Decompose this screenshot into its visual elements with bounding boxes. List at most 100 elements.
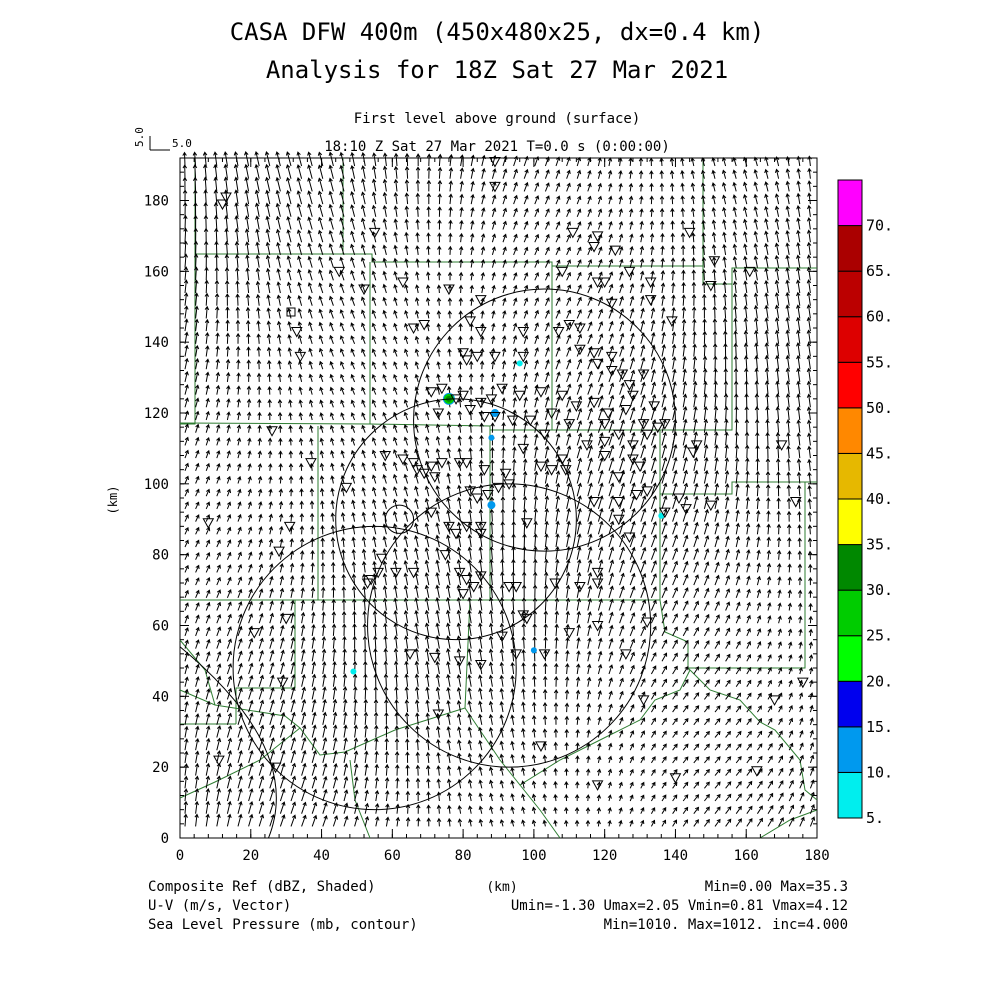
wind-vector-arrow [491, 168, 497, 179]
wind-vector-arrow [447, 360, 452, 370]
wind-vector-arrow [194, 292, 199, 306]
wind-vector-arrow [414, 373, 419, 383]
wind-vector-arrow [744, 393, 749, 408]
wind-vector-arrow [328, 216, 334, 230]
wind-vector-arrow [701, 256, 707, 268]
wind-vector-arrow [425, 310, 431, 319]
wind-vector-arrow [363, 724, 369, 738]
wind-vector-arrow [640, 625, 646, 637]
wind-vector-arrow [587, 382, 593, 395]
wind-vector-arrow [714, 768, 721, 776]
wind-vector-arrow [725, 743, 732, 751]
wind-vector-arrow [435, 497, 440, 510]
x-tick-label: 100 [521, 848, 546, 864]
wind-vector-arrow [436, 271, 442, 281]
wind-vector-arrow [585, 819, 591, 827]
wind-vector-arrow [237, 749, 243, 764]
wind-vector-arrow [237, 488, 242, 497]
wind-vector-arrow [425, 297, 431, 306]
wind-vector-arrow [322, 711, 327, 725]
station-marker [574, 344, 586, 356]
wind-vector-arrow [597, 703, 602, 713]
wind-vector-arrow [329, 295, 334, 306]
wind-vector-arrow [775, 445, 781, 459]
wind-vector-arrow [310, 562, 315, 573]
wind-vector-arrow [774, 304, 780, 319]
wind-vector-arrow [436, 725, 441, 738]
wind-vector-arrow [712, 293, 717, 306]
wind-vector-arrow [693, 781, 700, 789]
wind-vector-arrow [491, 310, 496, 319]
wind-vector-arrow [521, 793, 526, 802]
wind-vector-arrow [277, 399, 283, 408]
wind-vector-arrow [553, 819, 558, 827]
wind-vector-arrow [184, 539, 189, 548]
wind-vector-arrow [404, 348, 409, 357]
wind-vector-arrow [226, 601, 232, 611]
wind-vector-arrow [258, 724, 265, 738]
wind-vector-arrow [371, 449, 377, 459]
wind-vector-arrow [255, 280, 261, 294]
wind-vector-arrow [608, 716, 613, 725]
wind-vector-arrow [361, 348, 366, 357]
wind-vector-arrow [258, 788, 265, 802]
wind-vector-arrow [403, 373, 409, 383]
wind-vector-arrow [796, 279, 801, 294]
wind-vector-arrow [754, 342, 759, 357]
wind-vector-arrow [597, 716, 602, 725]
wind-vector-arrow [796, 180, 801, 192]
wind-vector-arrow [534, 272, 539, 281]
wind-vector-arrow [799, 729, 804, 738]
wind-vector-arrow [523, 409, 528, 421]
wind-vector-arrow [756, 755, 763, 764]
wind-vector-arrow [276, 281, 281, 294]
wind-vector-arrow [597, 157, 602, 167]
wind-vector-arrow [403, 424, 409, 433]
wind-vector-arrow [534, 297, 539, 306]
wind-vector-arrow [204, 279, 209, 294]
wind-vector-arrow [371, 244, 377, 256]
wind-vector-arrow [456, 687, 462, 700]
wind-vector-arrow [754, 355, 759, 370]
wind-vector-arrow [797, 576, 803, 586]
wind-vector-arrow [237, 737, 243, 751]
wind-vector-arrow [320, 512, 325, 522]
wind-vector-arrow [597, 533, 604, 548]
wind-vector-arrow [682, 704, 689, 713]
wind-vector-arrow [661, 368, 667, 383]
wind-vector-arrow [416, 804, 421, 814]
wind-vector-arrow [576, 637, 581, 649]
wind-vector-arrow [521, 688, 526, 700]
wind-vector-arrow [244, 202, 250, 217]
wind-vector-arrow [301, 649, 306, 662]
wind-vector-arrow [479, 360, 485, 370]
wind-vector-arrow [586, 755, 591, 763]
wind-vector-arrow [806, 241, 812, 255]
wind-vector-arrow [661, 639, 668, 649]
station-marker [637, 419, 650, 430]
wind-vector-arrow [745, 509, 751, 522]
wind-vector-arrow [329, 308, 334, 319]
wind-vector-arrow [322, 762, 328, 776]
wind-vector-arrow [746, 549, 751, 560]
wind-vector-arrow [382, 244, 387, 256]
wind-vector-arrow [446, 460, 451, 471]
station-marker [390, 567, 402, 579]
wind-vector-arrow [393, 244, 398, 256]
footer-uv-minmax: Umin=-1.30 Umax=2.05 Vmin=0.81 Vmax=4.12 [511, 898, 848, 914]
x-axis-unit-label: (km) [486, 880, 517, 895]
wind-vector-arrow [456, 521, 462, 535]
wind-vector-arrow [629, 819, 634, 827]
wind-vector-arrow [542, 688, 548, 700]
wind-vector-arrow [415, 777, 421, 789]
wind-vector-arrow [446, 509, 451, 522]
wind-vector-arrow [351, 598, 357, 611]
wind-vector-arrow [258, 513, 263, 522]
wind-vector-arrow [234, 215, 239, 230]
wind-vector-arrow [279, 563, 284, 573]
wind-vector-arrow [382, 498, 387, 510]
wind-vector-arrow [725, 666, 731, 675]
wind-vector-arrow [374, 803, 380, 814]
wind-vector-arrow [629, 332, 635, 344]
wind-vector-arrow [374, 750, 379, 763]
